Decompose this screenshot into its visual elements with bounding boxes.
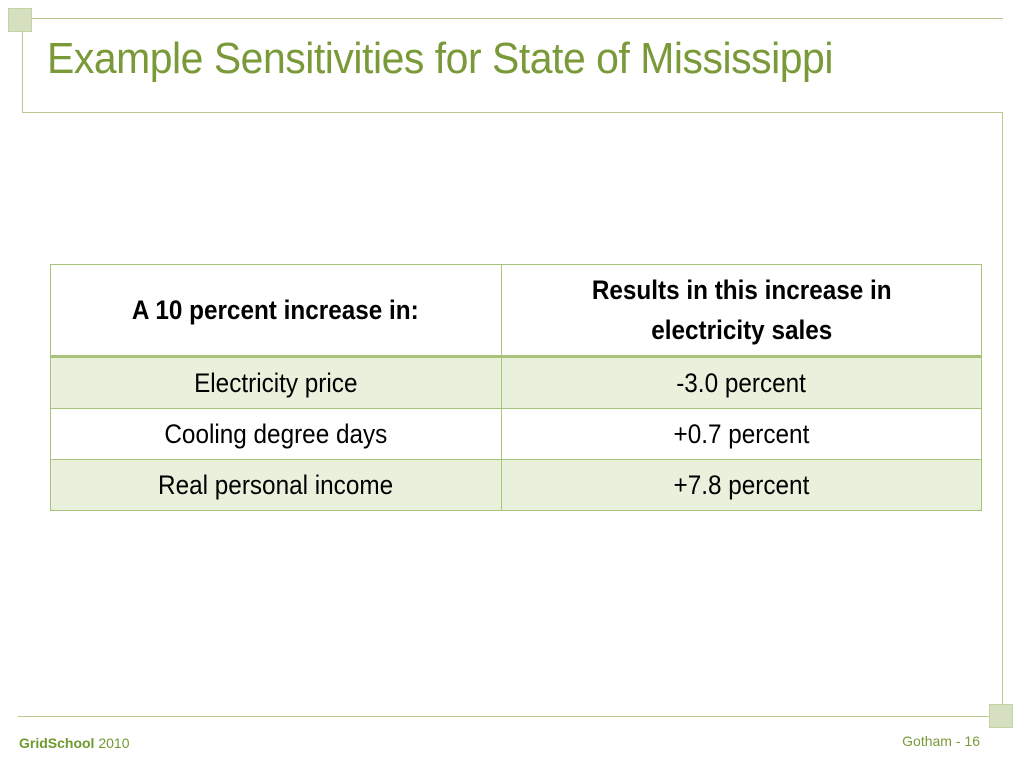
footer-brand-name: GridSchool bbox=[19, 735, 95, 751]
frame-right-line bbox=[1002, 112, 1003, 716]
row-result: +7.8 percent bbox=[673, 469, 810, 500]
table-header-cell: A 10 percent increase in: bbox=[50, 264, 502, 358]
header-label-result: Results in this increase in electricity … bbox=[591, 275, 892, 345]
row-factor: Real personal income bbox=[158, 469, 394, 500]
frame-title-bottom-line bbox=[22, 112, 1003, 113]
corner-square-bottom-right bbox=[989, 704, 1013, 728]
table-cell: +7.8 percent bbox=[500, 459, 982, 511]
frame-footer-line bbox=[18, 716, 1003, 717]
table-header-cell: Results in this increase in electricity … bbox=[500, 264, 982, 358]
table-cell: +0.7 percent bbox=[500, 408, 982, 460]
row-result: +0.7 percent bbox=[673, 418, 810, 449]
slide-title: Example Sensitivities for State of Missi… bbox=[47, 34, 833, 83]
table-header-row: A 10 percent increase in: Results in thi… bbox=[50, 264, 982, 358]
table-cell: Electricity price bbox=[50, 356, 502, 409]
frame-top-line bbox=[22, 18, 1003, 19]
header-label-increase: A 10 percent increase in: bbox=[132, 295, 420, 325]
table-cell: Cooling degree days bbox=[50, 408, 502, 460]
corner-square-top-left bbox=[8, 8, 32, 32]
table-row: Electricity price -3.0 percent bbox=[50, 356, 982, 409]
row-factor: Electricity price bbox=[194, 367, 358, 398]
footer-brand: GridSchool 2010 bbox=[19, 735, 130, 751]
row-result: -3.0 percent bbox=[676, 367, 807, 398]
row-factor: Cooling degree days bbox=[164, 418, 388, 449]
table-cell: Real personal income bbox=[50, 459, 502, 511]
sensitivity-table: A 10 percent increase in: Results in thi… bbox=[50, 264, 982, 511]
table-row: Cooling degree days +0.7 percent bbox=[50, 408, 982, 460]
table-cell: -3.0 percent bbox=[500, 356, 982, 409]
footer-page-label: Gotham - 16 bbox=[902, 733, 980, 749]
frame-title-left-line bbox=[22, 18, 23, 112]
footer-year: 2010 bbox=[98, 735, 130, 751]
table-row: Real personal income +7.8 percent bbox=[50, 459, 982, 511]
